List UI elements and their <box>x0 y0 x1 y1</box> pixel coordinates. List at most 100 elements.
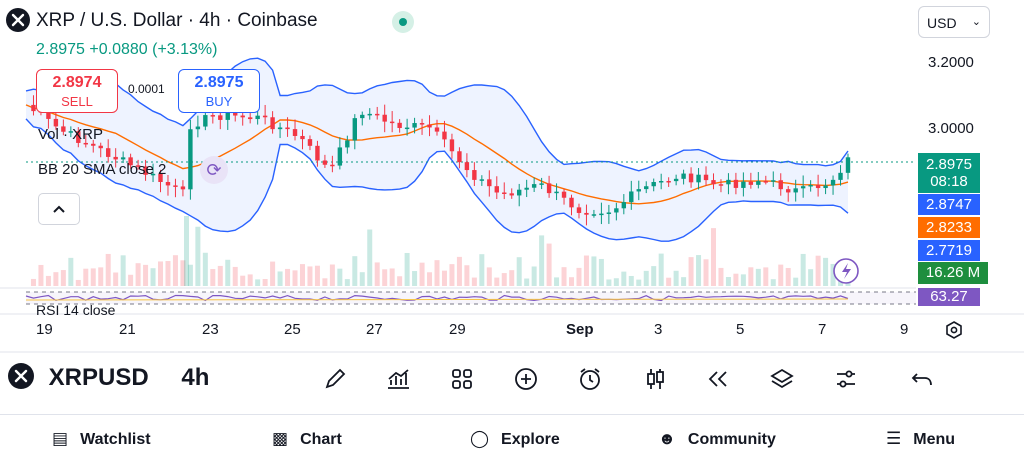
spread-value: 0.0001 <box>128 82 165 96</box>
volume-tag: 16.26 M <box>918 262 988 284</box>
candle-body <box>771 180 776 182</box>
volume-bar <box>105 253 111 286</box>
buy-button[interactable]: 2.8975 BUY <box>178 69 260 113</box>
candle-body <box>434 127 440 132</box>
bb-lower-line <box>25 118 849 242</box>
volume-bar <box>509 270 515 286</box>
volume-bar <box>681 277 687 286</box>
time-axis-label: 5 <box>736 321 745 338</box>
indicators-icon[interactable] <box>383 366 413 396</box>
add-icon[interactable] <box>511 366 541 396</box>
layers-icon[interactable] <box>767 366 797 396</box>
volume-bar <box>725 277 731 286</box>
layouts-icon[interactable] <box>447 366 477 396</box>
candle-body <box>106 148 111 157</box>
volume-bar <box>703 259 709 286</box>
volume-bar <box>576 267 582 286</box>
candle-body <box>195 126 201 130</box>
candle-body <box>419 123 425 125</box>
volume-bar <box>53 272 59 286</box>
candle-body <box>31 104 36 112</box>
currency-select[interactable]: USD ⌄ <box>918 6 990 38</box>
candle-body <box>688 173 694 183</box>
volume-bar <box>494 277 500 286</box>
volume-bar <box>285 268 291 286</box>
volume-bar <box>696 255 702 286</box>
volume-bar <box>486 267 492 286</box>
candle-body <box>449 139 455 152</box>
nav-community[interactable]: ☻ Community <box>658 429 776 449</box>
nav-menu[interactable]: ☰ Menu <box>886 429 955 449</box>
candle-body <box>180 186 186 190</box>
sell-price: 2.8974 <box>52 74 102 91</box>
volume-bar <box>718 267 724 286</box>
volume-indicator-label[interactable]: Vol · XRP <box>38 126 104 143</box>
candle-body <box>68 131 74 133</box>
volume-bar <box>755 268 761 286</box>
bb-basis-tag: 2.8233 <box>918 217 980 238</box>
candle-body <box>113 156 118 160</box>
volume-bar <box>232 266 238 286</box>
candle-body <box>673 178 679 182</box>
volume-bar <box>113 272 119 286</box>
volume-bar <box>606 279 612 286</box>
candle-body <box>569 197 574 208</box>
candle-body <box>367 113 372 116</box>
volume-bar <box>441 270 447 286</box>
volume-bar <box>628 275 634 286</box>
sell-button[interactable]: 2.8974 SELL <box>36 69 118 113</box>
volume-bar <box>636 279 642 286</box>
candle-body <box>53 118 59 127</box>
nav-watchlist-label: Watchlist <box>80 431 151 448</box>
collapse-indicators-button[interactable] <box>38 193 80 225</box>
volume-bar <box>314 265 320 286</box>
candle-body <box>614 208 619 213</box>
nav-watchlist[interactable]: ▤ Watchlist <box>52 429 151 449</box>
toolbar-interval[interactable]: 4h <box>181 364 210 391</box>
refresh-icon[interactable]: ⟳ <box>200 156 228 184</box>
undo-icon[interactable] <box>907 366 937 396</box>
candle-body <box>135 165 141 167</box>
rsi-tag: 63.27 <box>918 288 980 306</box>
symbol-switcher[interactable]: XRPUSD 4h <box>8 363 209 392</box>
nav-explore[interactable]: ◯ Explore <box>470 429 560 449</box>
volume-bar <box>658 253 664 286</box>
candle-body <box>539 183 544 185</box>
candle-body <box>442 131 447 140</box>
nav-community-label: Community <box>687 431 776 448</box>
candle-body <box>173 185 178 187</box>
candle-body <box>531 184 537 188</box>
volume-bar <box>823 257 829 286</box>
bb-indicator-label[interactable]: BB 20 SMA close 2 <box>38 161 167 178</box>
volume-bar <box>397 276 403 286</box>
chart-icon: ▩ <box>272 429 289 448</box>
time-axis-label: 29 <box>449 321 466 338</box>
rsi-zone <box>26 292 916 304</box>
rsi-indicator-label[interactable]: RSI 14 close <box>36 302 116 318</box>
volume-bar <box>554 277 560 286</box>
volume-bar <box>471 277 477 286</box>
replay-icon[interactable] <box>703 366 733 396</box>
volume-bar <box>531 266 537 286</box>
volume-bar <box>733 273 739 286</box>
symbol-title[interactable]: XRP / U.S. Dollar · 4h · Coinbase <box>36 10 318 31</box>
volume-bar <box>344 279 350 286</box>
candles-icon[interactable] <box>640 366 670 396</box>
candle-body <box>763 181 768 183</box>
alert-icon[interactable] <box>575 366 605 396</box>
volume-bar <box>569 277 575 286</box>
settings-icon[interactable] <box>831 366 861 396</box>
candle-body <box>741 181 746 188</box>
chart-settings-icon[interactable] <box>944 320 964 345</box>
volume-bar <box>158 261 164 286</box>
volume-bar <box>613 278 619 286</box>
volume-bar <box>38 264 44 286</box>
candle-body <box>718 184 724 186</box>
volume-bar <box>778 264 784 286</box>
last-price-tag: 2.8975 08:18 <box>918 153 980 193</box>
draw-icon[interactable] <box>320 366 350 396</box>
nav-chart[interactable]: ▩ Chart <box>272 429 342 449</box>
candle-body <box>711 180 716 185</box>
volume-bar <box>329 264 335 286</box>
volume-bar <box>524 278 530 286</box>
